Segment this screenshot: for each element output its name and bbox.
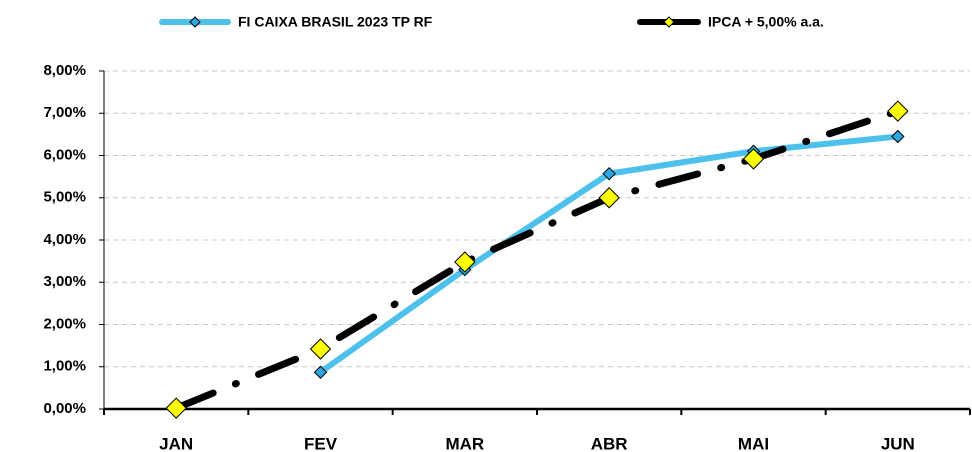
x-tick-label: JAN [159,434,193,452]
y-tick-label: 6,00% [43,146,86,163]
series-line [172,107,902,412]
series-marker [742,148,765,170]
series-marker [887,100,909,122]
series-marker [313,365,328,379]
y-tick-label: 3,00% [43,273,86,290]
legend-marker [663,16,675,28]
legend-label: IPCA + 5,00% a.a. [708,14,824,30]
y-tick-label: 7,00% [43,104,86,121]
x-tick-label: MAI [738,434,769,452]
y-tick-label: 2,00% [43,315,86,332]
legend-label: FI CAIXA BRASIL 2023 TP RF [238,14,433,30]
x-tick-label: JUN [881,434,915,452]
series-marker [598,187,620,209]
series-marker [454,251,476,273]
y-tick-label: 8,00% [43,62,86,79]
y-tick-label: 5,00% [43,189,86,206]
series-marker [165,397,187,419]
series-marker [602,166,616,181]
y-tick-label: 0,00% [43,400,86,417]
y-tick-label: 1,00% [43,358,86,375]
x-tick-label: FEV [304,434,338,452]
x-tick-label: ABR [591,434,628,452]
legend-marker [189,16,201,28]
series-marker [891,129,905,144]
series-marker [309,338,332,360]
y-tick-label: 4,00% [43,231,86,248]
x-tick-label: MAR [445,434,484,452]
